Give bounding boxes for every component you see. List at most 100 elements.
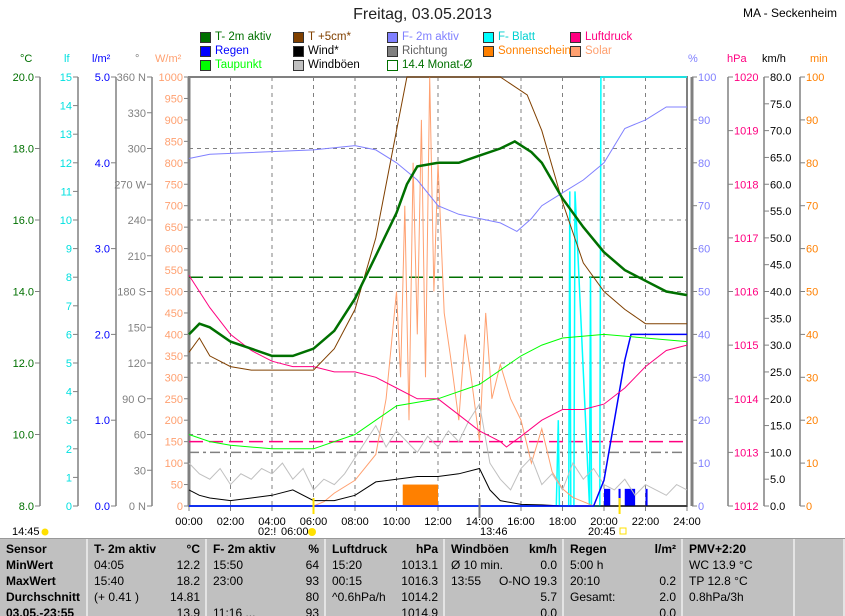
leaf-tick-label: 12 xyxy=(60,158,72,170)
legend-item: Taupunkt xyxy=(200,59,262,71)
solar-tick-label: 50 xyxy=(171,480,183,492)
wind-tick-label: 55.0 xyxy=(770,206,791,218)
dir-tick-label: 90 O xyxy=(122,394,146,406)
table-cell: PMV+2:20 xyxy=(689,542,747,556)
leaf-tick-label: 15 xyxy=(60,72,72,84)
temp-tick-label: 20.0 xyxy=(13,72,34,84)
table-cell: 1016.3 xyxy=(401,574,438,588)
hum-tick-label: 0 xyxy=(698,501,704,513)
leaf-tick-label: 4 xyxy=(66,387,72,399)
rain-tick-label: 5.0 xyxy=(95,72,110,84)
legend-swatch xyxy=(483,31,494,43)
sun-tick-label: 0 xyxy=(806,501,812,513)
wind-axis-unit: km/h xyxy=(762,53,786,65)
series-regen xyxy=(189,333,687,507)
press-tick-label: 1019 xyxy=(734,126,758,138)
solar-tick-label: 150 xyxy=(165,437,183,449)
solar-tick-label: 800 xyxy=(165,158,183,170)
table-cell: °C xyxy=(186,542,200,556)
table-cell: Gesamt: xyxy=(570,590,616,604)
table-cell: 80 xyxy=(305,590,319,604)
table-row: 15:50 64 xyxy=(213,557,319,573)
sun-tick-label: 70 xyxy=(806,201,818,213)
wind-tick-label: 45.0 xyxy=(770,260,791,272)
weather-chart: 20.018.016.014.012.010.08.01514131211109… xyxy=(12,72,824,538)
legend-item: T +5cm* xyxy=(293,31,351,43)
table-row: MaxWert xyxy=(6,573,81,589)
solar-tick-label: 400 xyxy=(165,329,183,341)
press-tick-label: 1012 xyxy=(734,501,758,513)
legend-item: Luftdruck xyxy=(570,31,632,43)
table-cell: 15:50 xyxy=(213,558,244,572)
legend-label: Regen xyxy=(215,45,249,57)
legend-swatch xyxy=(200,45,211,57)
dir-tick-label: 180 S xyxy=(117,287,146,299)
bar-regen-intervall xyxy=(604,488,611,506)
solar-tick-label: 600 xyxy=(165,244,183,256)
table-cell: 18.2 xyxy=(176,574,200,588)
table-cell: 0.0 xyxy=(540,606,557,616)
event-now: 14:45 xyxy=(12,526,40,538)
table-column: PMV+2:20 WC 13.9 °C TP 12.8 °C 0.8hPa/3h xyxy=(683,539,795,616)
x-tick-label: 06:00 xyxy=(300,516,328,528)
table-column: Windböen km/h Ø 10 min. 0.0 13:55 O-NO 19.3 5.… xyxy=(445,539,564,616)
solar-tick-label: 300 xyxy=(165,372,183,384)
legend-label: Wind* xyxy=(308,45,339,57)
leaf-axis-unit: lf xyxy=(64,53,70,65)
sunset-icon xyxy=(619,527,627,535)
leaf-tick-label: 3 xyxy=(66,415,72,427)
table-header: Luftdruck hPa xyxy=(332,541,438,557)
table-cell: 64 xyxy=(305,558,319,572)
dir-tick-label: 360 N xyxy=(117,72,146,84)
legend-item: Regen xyxy=(200,45,249,57)
solar-tick-label: 850 xyxy=(165,136,183,148)
x-tick-label: 12:00 xyxy=(424,516,452,528)
dir-tick-label: 150 xyxy=(128,322,146,334)
table-cell: 00:15 xyxy=(332,574,363,588)
table-cell: 1014.9 xyxy=(401,606,438,616)
event-sunrise: 06:00 xyxy=(281,526,309,538)
legend-label: Windböen xyxy=(308,59,360,71)
table-column: Sensor MinWert MaxWert Durchschnitt 03.05.-2… xyxy=(0,539,88,616)
table-row: ^0.6hPa/h 1014.2 xyxy=(332,589,438,605)
table-cell: 5.7 xyxy=(540,590,557,604)
table-row: Durchschnitt xyxy=(6,589,81,605)
press-tick-label: 1016 xyxy=(734,287,758,299)
rain-axis-unit: l/m² xyxy=(92,53,111,65)
sun-icon xyxy=(41,528,49,536)
table-row: 80 xyxy=(213,589,319,605)
table-row: 13:55 O-NO 19.3 xyxy=(451,573,557,589)
table-header: F- 2m aktiv% xyxy=(213,541,319,557)
temp-axis-unit: °C xyxy=(20,53,33,65)
stats-table: Sensor MinWert MaxWert Durchschnitt 03.05.-2… xyxy=(0,538,845,616)
table-cell: MaxWert xyxy=(6,574,56,588)
wind-tick-label: 65.0 xyxy=(770,152,791,164)
table-cell: WC 13.9 °C xyxy=(689,558,753,572)
legend-label: T +5cm* xyxy=(308,31,351,43)
wind-tick-label: 15.0 xyxy=(770,421,791,433)
temp-tick-label: 14.0 xyxy=(13,287,34,299)
table-column-empty xyxy=(795,539,845,616)
hum-tick-label: 30 xyxy=(698,372,710,384)
leaf-tick-label: 14 xyxy=(60,101,72,113)
table-row: 15:40 18.2 xyxy=(94,573,200,589)
bar-sonnenschein xyxy=(402,484,438,506)
temp-tick-label: 18.0 xyxy=(13,144,34,156)
wind-tick-label: 10.0 xyxy=(770,447,791,459)
rain-tick-label: 1.0 xyxy=(95,415,110,427)
table-header: PMV+2:20 xyxy=(689,541,788,557)
press-tick-label: 1013 xyxy=(734,447,758,459)
temp-tick-label: 12.0 xyxy=(13,358,34,370)
legend-item: Windböen xyxy=(293,59,360,71)
table-row: 11:16 ... 93 xyxy=(213,605,319,616)
press-tick-label: 1017 xyxy=(734,233,758,245)
table-cell: (+ 0.41 ) xyxy=(94,590,140,604)
x-tick-label: 20:00 xyxy=(590,516,618,528)
press-tick-label: 1015 xyxy=(734,340,758,352)
table-cell: 15:40 xyxy=(94,574,125,588)
sunrise-icon xyxy=(308,528,316,536)
dir-tick-label: 330 xyxy=(128,108,146,120)
table-cell: 11:16 ... xyxy=(213,606,256,616)
table-row: 13.9 xyxy=(94,605,200,616)
x-tick-label: 16:00 xyxy=(507,516,535,528)
